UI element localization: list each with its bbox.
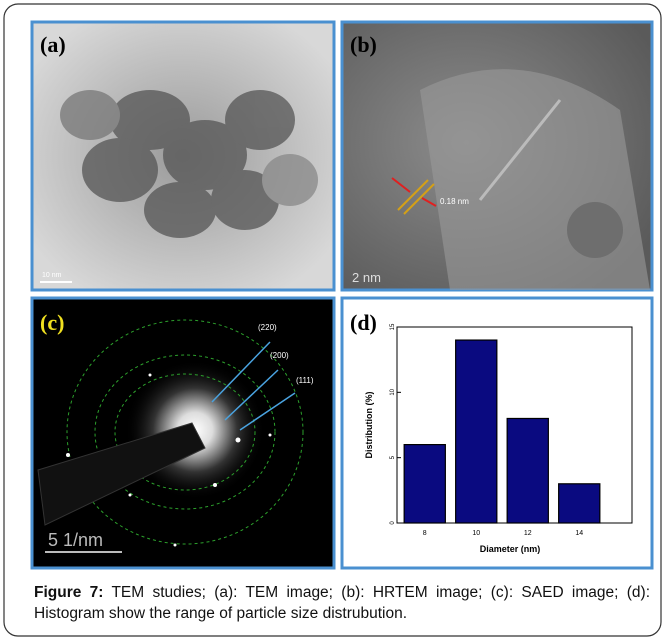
x-tick-label: 12 bbox=[524, 530, 532, 537]
caption-text: TEM studies; (a): TEM image; (b): HRTEM … bbox=[34, 584, 650, 622]
bar bbox=[559, 484, 600, 523]
y-axis-label: Distribution (%) bbox=[364, 392, 374, 459]
panel-c: (220) (200) (111) (c) 5 1/nm bbox=[32, 298, 334, 568]
scale-label: 10 nm bbox=[42, 272, 62, 279]
y-tick-label: 10 bbox=[390, 388, 396, 395]
x-tick-label: 14 bbox=[575, 530, 583, 537]
bar bbox=[456, 340, 497, 523]
panel-label: (d) bbox=[350, 310, 377, 335]
figure: (a) 10 nm 0.18 nm (b) 2 nm (220) (200) (… bbox=[0, 0, 665, 640]
figure-graphic: (a) 10 nm 0.18 nm (b) 2 nm (220) (200) (… bbox=[0, 0, 665, 640]
bar bbox=[507, 418, 548, 523]
x-tick-label: 8 bbox=[423, 530, 427, 537]
panel-label: (b) bbox=[350, 32, 377, 57]
ring-label: (200) bbox=[270, 351, 289, 360]
panel-d: (d) Distribution (%) Diameter (nm) 05101… bbox=[342, 298, 652, 568]
caption-lead: Figure 7: bbox=[34, 584, 103, 601]
scale-label: 5 1/nm bbox=[48, 530, 103, 550]
panel-label: (a) bbox=[40, 32, 66, 57]
panel-b: 0.18 nm (b) 2 nm bbox=[342, 22, 652, 290]
scale-label: 2 nm bbox=[352, 270, 381, 285]
x-tick-label: 10 bbox=[472, 530, 480, 537]
caption: Figure 7: TEM studies; (a): TEM image; (… bbox=[34, 582, 650, 624]
annotation: 0.18 nm bbox=[440, 197, 469, 206]
ring-label: (111) bbox=[296, 376, 314, 385]
panel-a: (a) 10 nm bbox=[32, 22, 334, 290]
ring-label: (220) bbox=[258, 323, 277, 332]
bar bbox=[404, 445, 445, 523]
y-tick-label: 15 bbox=[390, 323, 396, 330]
x-axis-label: Diameter (nm) bbox=[480, 544, 541, 554]
panel-label: (c) bbox=[40, 310, 64, 335]
